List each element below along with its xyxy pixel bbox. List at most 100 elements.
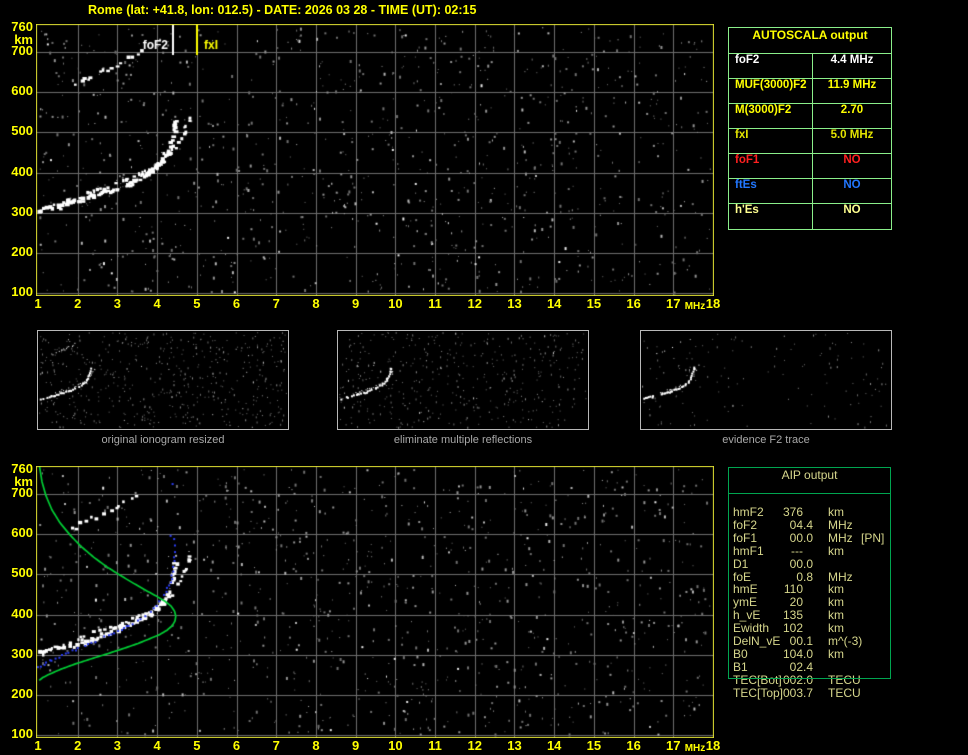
parameter-unit: km — [828, 543, 844, 558]
aip-row: h_vE 135 km — [728, 608, 898, 623]
aip-table-body-box — [728, 493, 891, 679]
aip-table-title: AIP output — [728, 467, 891, 494]
parameter-name: ftEs — [729, 179, 813, 203]
x-tick-label: 10 — [388, 296, 403, 311]
x-tick-label: 6 — [232, 738, 241, 753]
parameter-value: 102 — [782, 621, 803, 636]
parameter-value: 02 — [789, 659, 803, 674]
x-tick-label: 6 — [232, 296, 241, 311]
autoscala-row: h'Es NO — [729, 204, 891, 229]
parameter-name: B0 — [733, 646, 748, 661]
y-tick-label: 400 — [11, 163, 33, 179]
parameter-value: .4 — [803, 517, 814, 532]
parameter-value: .4 — [803, 659, 814, 674]
bottom-ionogram-canvas — [36, 466, 714, 738]
parameter-value: 110 — [783, 582, 803, 597]
x-tick-label: 18 — [705, 296, 721, 311]
parameter-name: hmE — [733, 582, 758, 597]
parameter-value: 00 — [789, 556, 803, 571]
parameter-unit: km — [828, 505, 844, 519]
thumbnail-eliminate-canvas — [338, 331, 588, 429]
x-tick-label: 12 — [467, 296, 482, 311]
parameter-value: 135 — [782, 608, 803, 623]
y-tick-label: 100 — [11, 725, 33, 741]
parameter-unit: TECU — [828, 672, 861, 687]
aip-row: Ewidth 102 km — [728, 621, 898, 636]
x-tick-label: 8 — [312, 296, 320, 311]
thumbnail-caption-eliminate: eliminate multiple reflections — [393, 434, 533, 446]
x-tick-label: 8 — [312, 738, 320, 753]
parameter-value: .0 — [803, 556, 814, 571]
parameter-value: NO — [843, 154, 861, 166]
x-tick-label: 16 — [626, 738, 641, 753]
parameter-value: 376 — [782, 505, 803, 519]
x-axis-unit-label: MHz — [684, 301, 706, 312]
parameter-value: 20 — [789, 595, 803, 610]
parameter-value: .0 — [803, 672, 814, 687]
aip-row: TEC[Top] 003.7 TECU — [728, 686, 898, 700]
y-tick-label: 700 — [11, 485, 33, 501]
thumbnail-evidence-canvas — [641, 331, 891, 429]
aip-row: ymE 20 km — [728, 595, 898, 610]
page-title: Rome (lat: +41.8, lon: 012.5) - DATE: 20… — [88, 3, 477, 17]
parameter-name: h'Es — [729, 204, 813, 229]
parameter-name: Ewidth — [733, 621, 770, 636]
y-tick-label: 760 — [11, 461, 33, 476]
parameter-unit: m^(-3) — [828, 634, 863, 648]
aip-row: foF1 00.0 MHz [PN] — [728, 530, 898, 545]
x-tick-label: 12 — [467, 738, 482, 753]
x-axis-unit-label: MHz — [684, 743, 706, 754]
y-tick-label: 600 — [11, 525, 33, 541]
x-tick-label: 18 — [705, 738, 721, 753]
x-tick-label: 2 — [74, 738, 82, 753]
x-tick-label: 2 — [74, 296, 82, 311]
aip-row: D1 00.0 — [728, 556, 898, 571]
parameter-value: 002 — [782, 672, 803, 687]
aip-row: hmF2 376 km — [728, 505, 898, 519]
parameter-value: --- — [791, 543, 803, 558]
autoscala-row: MUF(3000)F2 11.9 MHz — [729, 79, 891, 104]
thumbnail-original-ionogram — [37, 330, 289, 430]
parameter-value: 00 — [789, 634, 803, 648]
autoscala-table-title: AUTOSCALA output — [729, 28, 891, 54]
parameter-unit: km — [828, 595, 844, 610]
x-tick-label: 9 — [352, 296, 360, 311]
x-tick-label: 9 — [352, 738, 360, 753]
parameter-value: 00 — [789, 530, 803, 545]
aip-row: B1 02.4 — [728, 659, 898, 674]
thumbnail-original-canvas — [38, 331, 288, 429]
y-tick-label: 700 — [11, 43, 33, 59]
parameter-value: 0 — [796, 569, 803, 584]
parameter-unit: km — [828, 621, 844, 636]
parameter-value: .0 — [803, 530, 814, 545]
x-tick-label: 5 — [193, 738, 201, 753]
y-tick-label: 760 — [11, 19, 33, 34]
parameter-value: .1 — [803, 634, 814, 648]
x-tick-label: 5 — [193, 296, 201, 311]
autoscala-table: AUTOSCALA output foF2 4.4 MHz MUF(3000)F2 1… — [728, 27, 892, 230]
x-tick-label: 15 — [586, 738, 602, 753]
top-ionogram-canvas — [36, 24, 714, 296]
y-tick-label: 200 — [11, 243, 33, 259]
aip-row: hmF1 --- km — [728, 543, 898, 558]
y-axis-unit-label: km — [14, 474, 33, 490]
y-tick-label: 400 — [11, 605, 33, 621]
x-tick-label: 4 — [153, 296, 161, 311]
y-tick-label: 100 — [11, 283, 33, 299]
x-tick-label: 10 — [388, 738, 403, 753]
x-tick-label: 14 — [546, 296, 562, 311]
parameter-name: foE — [733, 569, 752, 584]
parameter-name: ymE — [733, 595, 757, 610]
parameter-value: 11.9 MHz — [827, 79, 877, 91]
parameter-name: DelN_vE — [733, 634, 781, 648]
aip-row: DelN_vE 00.1 m^(-3) — [728, 634, 898, 648]
x-tick-label: 17 — [666, 738, 681, 753]
parameter-value: .8 — [803, 569, 814, 584]
y-tick-label: 200 — [11, 685, 33, 701]
parameter-name: D1 — [733, 556, 749, 571]
parameter-name: M(3000)F2 — [729, 104, 813, 128]
parameter-unit: MHz — [828, 530, 853, 545]
parameter-unit: km — [828, 646, 844, 661]
x-tick-label: 7 — [272, 738, 280, 753]
